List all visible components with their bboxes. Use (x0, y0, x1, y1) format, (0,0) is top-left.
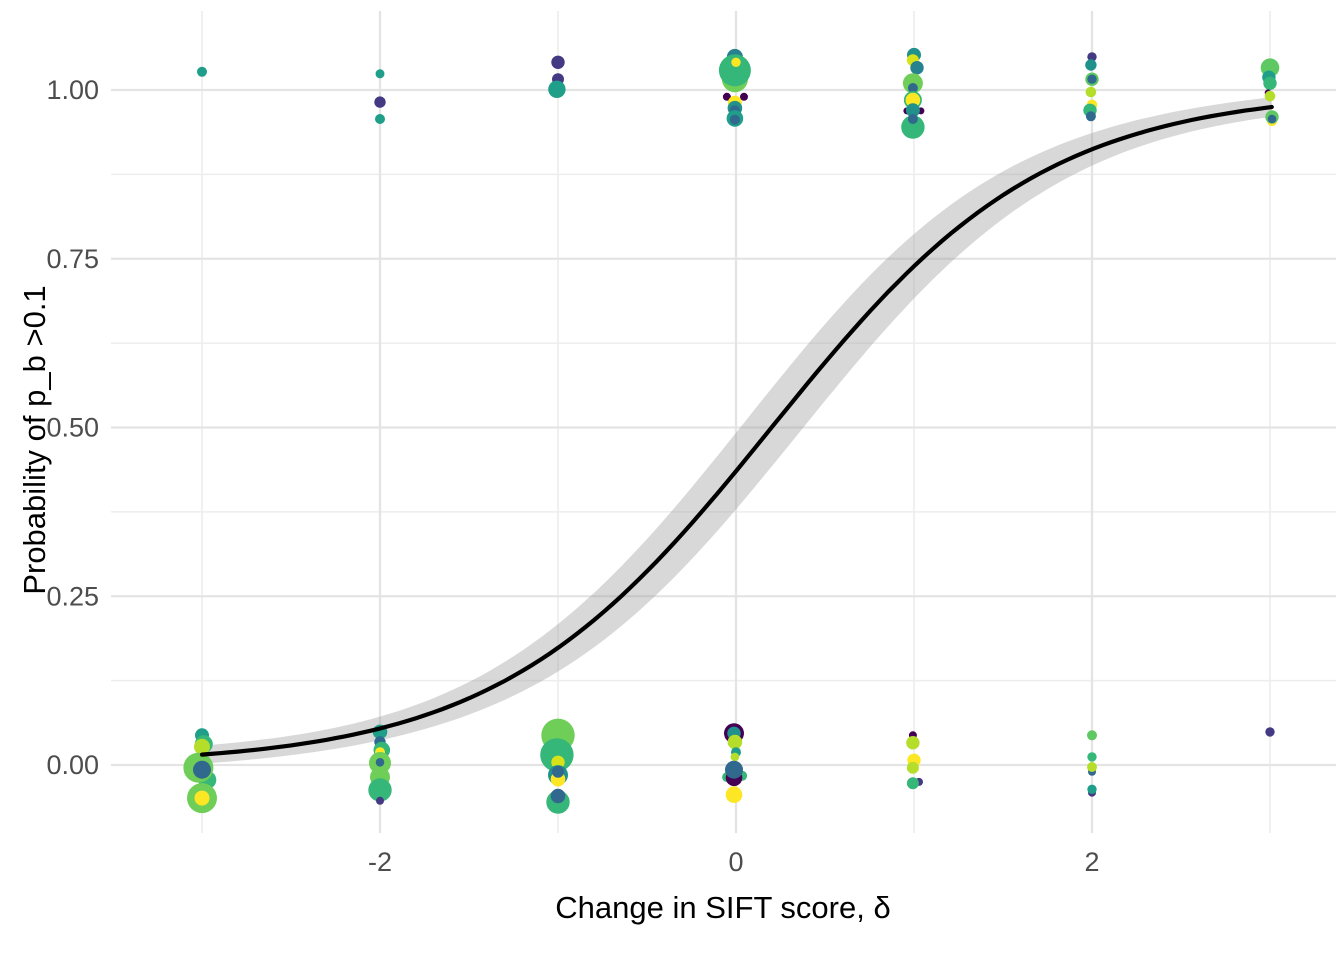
y-tick-label: 0.00 (46, 750, 99, 780)
data-point (910, 60, 924, 75)
data-point (730, 752, 740, 762)
data-point (1085, 111, 1096, 122)
data-point (194, 790, 210, 806)
data-point (906, 761, 919, 774)
data-point (548, 80, 566, 99)
data-point (551, 755, 565, 769)
data-point (193, 760, 211, 779)
data-point (1265, 727, 1275, 737)
data-point (906, 777, 919, 790)
data-point (1087, 752, 1097, 762)
data-point (731, 57, 741, 67)
x-tick-label: 0 (728, 847, 743, 877)
data-point (727, 734, 743, 750)
data-point (718, 54, 751, 87)
data-point (1085, 59, 1097, 71)
data-point (194, 738, 210, 755)
y-tick-label: 1.00 (46, 75, 99, 105)
data-point (550, 788, 566, 804)
data-point (376, 796, 384, 805)
data-point (551, 55, 565, 69)
data-point (552, 765, 564, 778)
data-point (1085, 86, 1097, 98)
data-point (1087, 784, 1097, 794)
data-point (540, 738, 574, 772)
data-point (905, 92, 921, 108)
data-point (725, 760, 743, 779)
x-axis-title: Change in SIFT score, δ (555, 890, 891, 925)
data-point (1087, 762, 1097, 772)
data-point (729, 114, 740, 125)
data-point (901, 115, 925, 139)
data-point (722, 92, 731, 101)
data-point (907, 114, 918, 124)
fit-line (199, 104, 1274, 757)
data-point (1087, 730, 1097, 741)
y-axis-title: Probability of p_b >0.1 (17, 285, 52, 595)
data-point (1264, 90, 1276, 102)
data-point (374, 96, 386, 108)
data-point (905, 103, 920, 118)
data-point (375, 758, 385, 767)
data-point (1087, 74, 1097, 84)
data-point (197, 66, 207, 77)
y-tick-label: 0.25 (46, 581, 99, 611)
data-point (375, 114, 385, 124)
data-point (906, 736, 920, 750)
data-point (740, 92, 748, 101)
data-point (1263, 76, 1277, 91)
data-point (1087, 52, 1097, 62)
y-tick-label: 0.75 (46, 244, 99, 274)
data-point (375, 69, 385, 79)
x-tick-label: -2 (368, 847, 392, 877)
data-point (907, 83, 918, 93)
y-tick-label: 0.50 (46, 413, 99, 443)
data-point (368, 778, 392, 802)
data-point (725, 786, 743, 803)
data-point (1267, 114, 1277, 124)
x-tick-label: 2 (1084, 847, 1099, 877)
